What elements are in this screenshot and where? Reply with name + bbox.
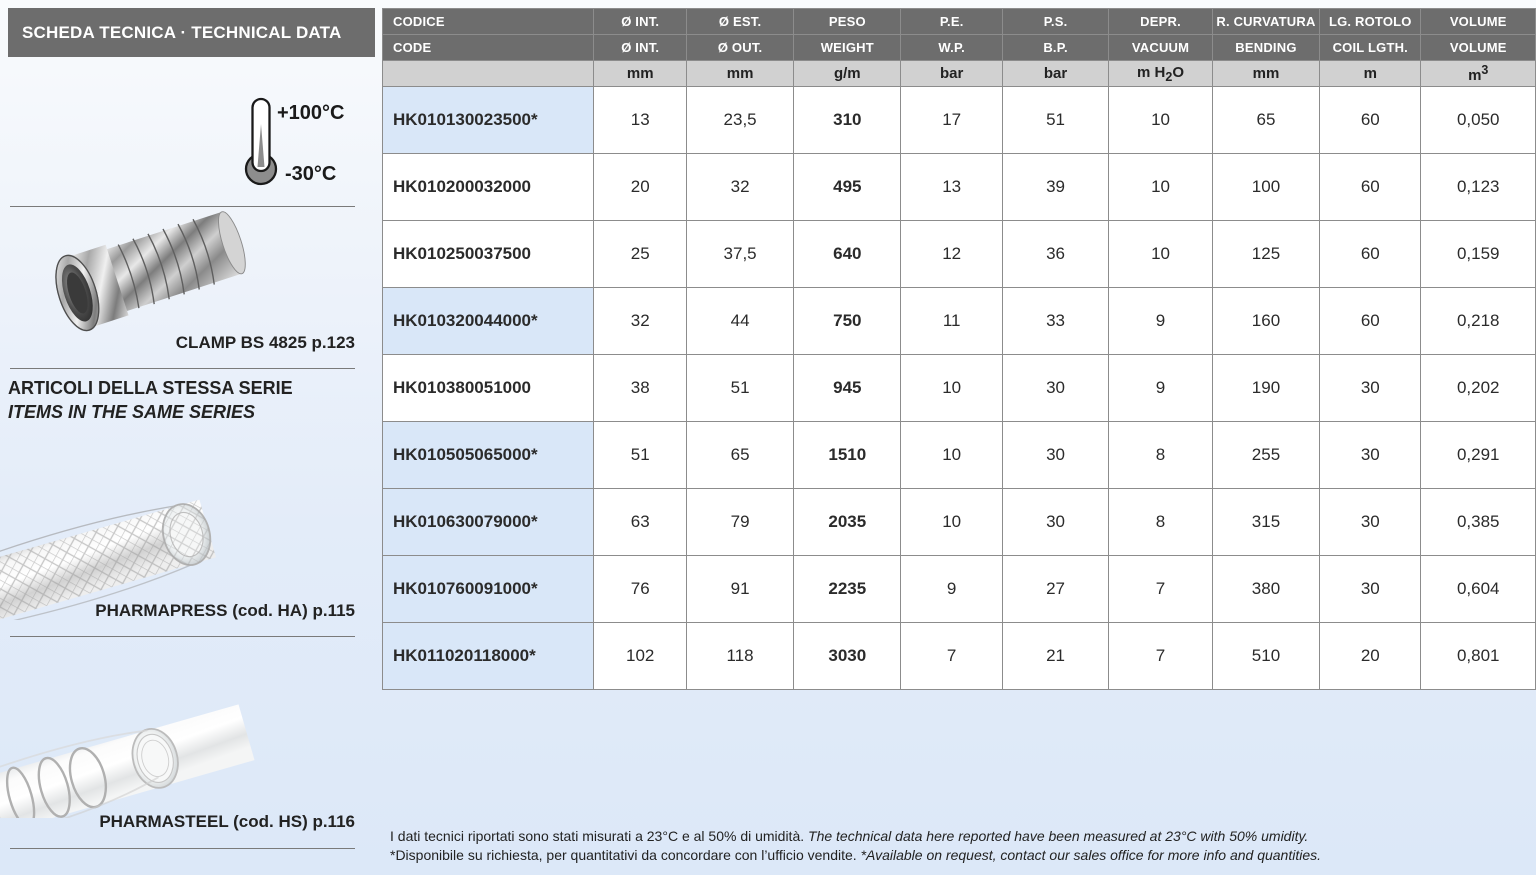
- svg-text:+100°C: +100°C: [277, 102, 345, 124]
- svg-text:-30°C: -30°C: [285, 163, 336, 185]
